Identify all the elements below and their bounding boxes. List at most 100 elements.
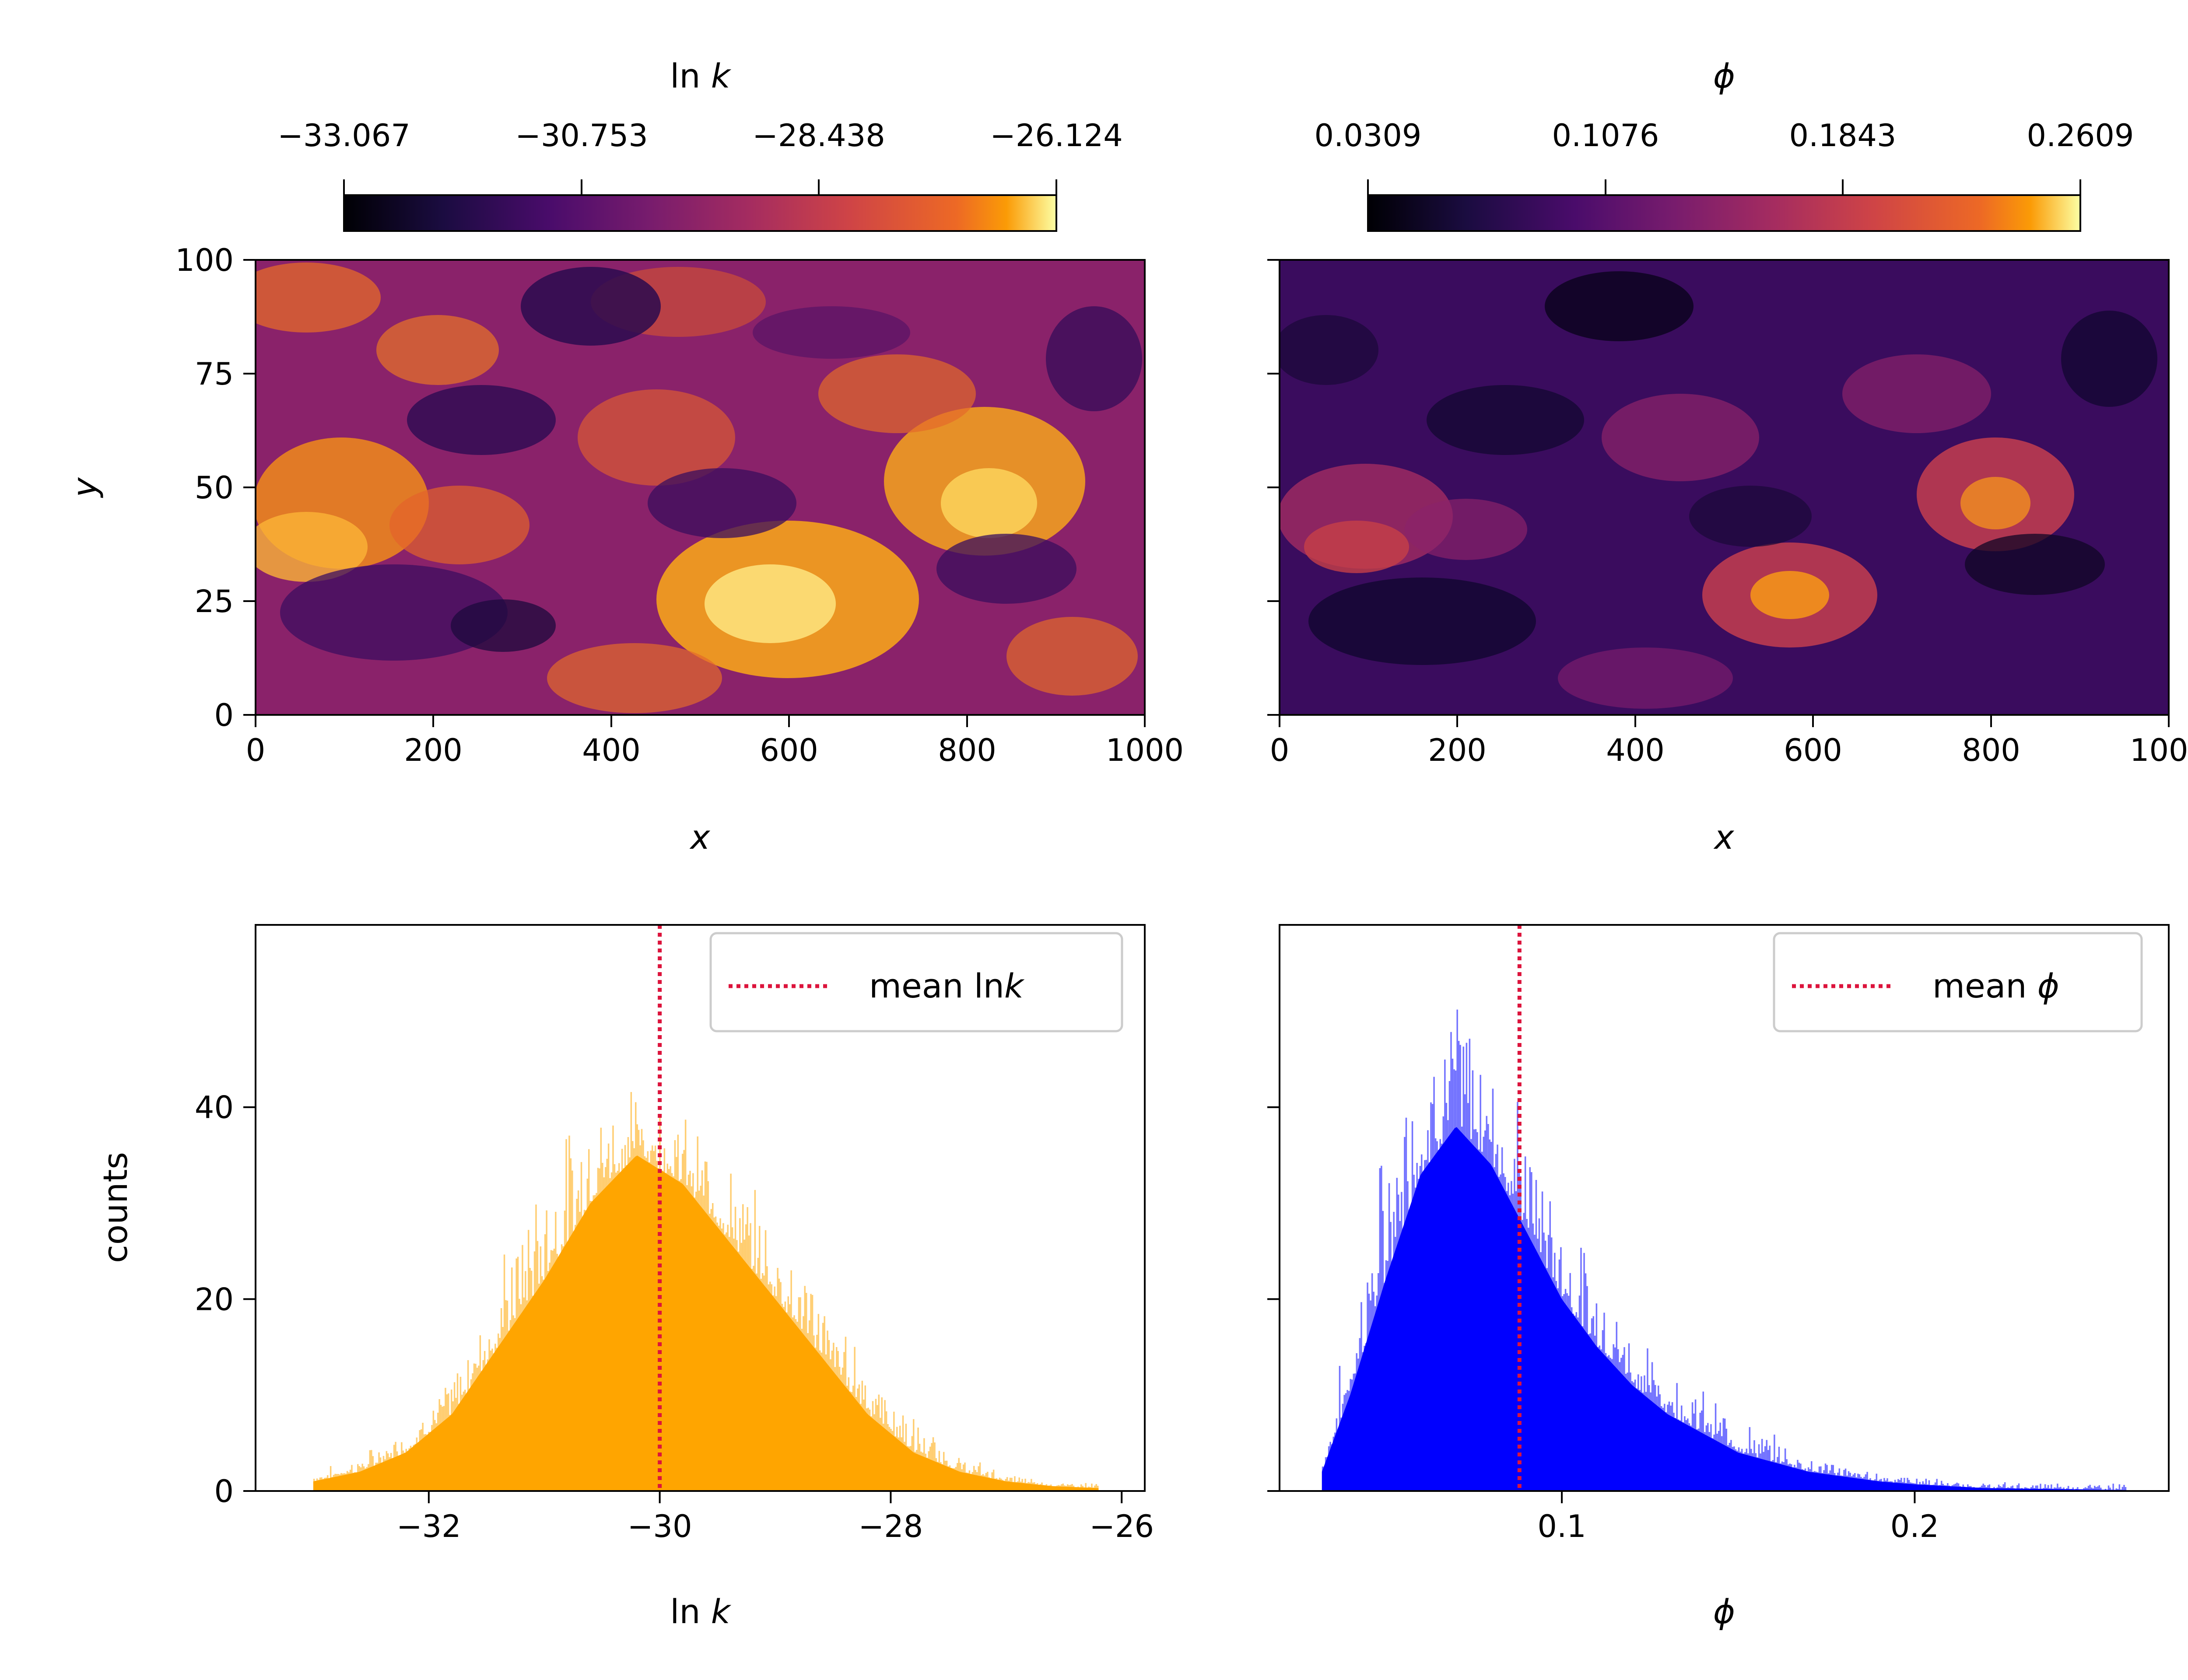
phi-hist-bar <box>1546 1268 1548 1491</box>
lnk-hist-bar <box>644 1156 646 1491</box>
phi-hist-bar <box>1339 1366 1341 1491</box>
lnk-hist-bar <box>691 1186 693 1491</box>
lnk-xtick-label-800: 800 <box>938 732 996 768</box>
lnk-hist-bar <box>873 1414 875 1491</box>
phi-hist-bar <box>2015 1488 2017 1491</box>
lnk-hist-bar <box>482 1360 484 1491</box>
lnk-hist-bar <box>627 1137 629 1491</box>
phi-hist-bar <box>1896 1482 1897 1491</box>
lnk-hist-bar <box>990 1478 992 1491</box>
phi-hist-bar <box>1874 1479 1876 1491</box>
lnk-hist-bar <box>514 1318 516 1491</box>
phi-hist-bar <box>1804 1468 1806 1491</box>
lnk-hist-bar <box>632 1141 634 1491</box>
lnk-hist-bar <box>650 1151 652 1491</box>
lnk-hist-bar <box>883 1424 884 1491</box>
phi-hist-bar <box>1350 1379 1351 1491</box>
lnk-hist-bar <box>575 1225 576 1491</box>
lnk-hist-bar <box>662 1171 664 1491</box>
lnk-hist-bar <box>597 1168 599 1491</box>
lnk-hist-bar <box>742 1204 744 1491</box>
lnk-hist-bar <box>1079 1487 1081 1491</box>
phi-cbar-tick-label-4: 0.2609 <box>2027 118 2134 154</box>
lnk-hist-bar <box>520 1304 522 1491</box>
lnk-hist-bar <box>736 1240 738 1491</box>
lnk-hist-bar <box>1042 1485 1045 1491</box>
lnk-hist-bar <box>908 1446 910 1491</box>
lnk-hist-bar <box>893 1411 895 1491</box>
lnk-y-axis: 0 25 50 75 100 y <box>65 242 256 733</box>
lnk-hist-bar <box>737 1251 740 1491</box>
phi-hist-bar <box>1398 1194 1399 1491</box>
lnk-hist-bar <box>965 1472 968 1491</box>
lnk-hist-bar <box>748 1236 750 1491</box>
lnk-hist-bar <box>722 1223 724 1491</box>
lnk-hist-bar <box>849 1391 851 1491</box>
lnk-hist-bar <box>325 1477 327 1491</box>
lnk-hist-bar <box>617 1171 619 1491</box>
phi-hist-bar <box>1715 1403 1717 1491</box>
lnk-hist-bar <box>506 1300 508 1491</box>
lnk-colorbar-label-var: k <box>711 56 732 95</box>
lnk-hist-y-axis-label: counts <box>96 1152 135 1263</box>
phi-hist-bar <box>2029 1488 2030 1491</box>
phi-hist-bar <box>1928 1480 1930 1491</box>
phi-hist-bar <box>1701 1410 1703 1491</box>
phi-hist-bar <box>1535 1180 1537 1491</box>
phi-hist-bar <box>1469 1039 1471 1491</box>
phi-hist-bar <box>2006 1488 2007 1491</box>
lnk-hist-bar <box>576 1199 578 1491</box>
lnk-hist-bar <box>1031 1479 1032 1491</box>
lnk-hist-y-axis: 0 20 40 <box>195 1090 256 1509</box>
phi-hist-bar <box>1811 1461 1813 1491</box>
phi-hist-bar <box>1351 1379 1353 1491</box>
phi-hist-bar <box>1648 1385 1650 1491</box>
lnk-hist-bar <box>747 1207 748 1491</box>
phi-hist-bar <box>1396 1178 1398 1491</box>
phi-hist-bar <box>1362 1352 1364 1491</box>
phi-hist-bar <box>1343 1395 1345 1491</box>
phi-hist-bar <box>1416 1163 1418 1491</box>
lnk-hist-bar <box>337 1474 339 1491</box>
lnk-hist-bar <box>709 1214 711 1491</box>
phi-hist-bar <box>1661 1406 1662 1491</box>
phi-hist-bar <box>1732 1447 1734 1491</box>
phi-hist-bar <box>1329 1442 1331 1491</box>
lnk-hist-bar <box>887 1424 889 1491</box>
lnk-hist-bar <box>687 1174 690 1491</box>
phi-hist-bar <box>2024 1487 2026 1491</box>
lnk-hist-bar <box>668 1169 670 1491</box>
lnk-hist-bar <box>541 1276 543 1491</box>
phi-hist-bar <box>1677 1419 1680 1491</box>
phi-hist-bar <box>1575 1312 1578 1491</box>
phi-hist-bar <box>1774 1435 1775 1491</box>
lnk-hist-bar <box>981 1475 982 1491</box>
lnk-hist-bar <box>695 1191 697 1491</box>
lnk-hist-bar <box>445 1388 446 1491</box>
lnk-hist-bar <box>351 1465 353 1491</box>
lnk-hist-bar <box>1068 1485 1070 1491</box>
phi-hist-bar <box>1484 1130 1486 1491</box>
lnk-colorbar-label: ln k <box>670 56 731 95</box>
lnk-hist-bar <box>1045 1484 1048 1491</box>
phi-hist-bar <box>1846 1475 1848 1491</box>
lnk-hist-bar <box>603 1177 605 1491</box>
phi-hist-bar <box>1609 1358 1611 1491</box>
lnk-hist-bar <box>390 1453 392 1491</box>
lnk-hist-bar <box>769 1281 771 1491</box>
phi-hist-bar <box>1387 1261 1389 1491</box>
lnk-hist-bar <box>789 1304 791 1491</box>
phi-hist-bar <box>1674 1418 1676 1491</box>
phi-xtick-label-400: 400 <box>1606 732 1665 768</box>
lnk-hist-bar <box>1014 1476 1016 1491</box>
phi-hist-xtick-label: 0.2 <box>1890 1508 1939 1544</box>
lnk-hist-bar <box>369 1450 371 1491</box>
lnk-hist-bar <box>881 1397 883 1491</box>
lnk-hist-bar <box>994 1478 996 1491</box>
lnk-hist-bar <box>405 1449 407 1491</box>
phi-hist-bar <box>1336 1418 1338 1491</box>
lnk-hist-bar <box>880 1418 881 1491</box>
lnk-hist-ytick-label: 40 <box>195 1090 234 1126</box>
lnk-hist-bar <box>558 1257 560 1491</box>
lnk-hist-bar <box>322 1479 324 1491</box>
